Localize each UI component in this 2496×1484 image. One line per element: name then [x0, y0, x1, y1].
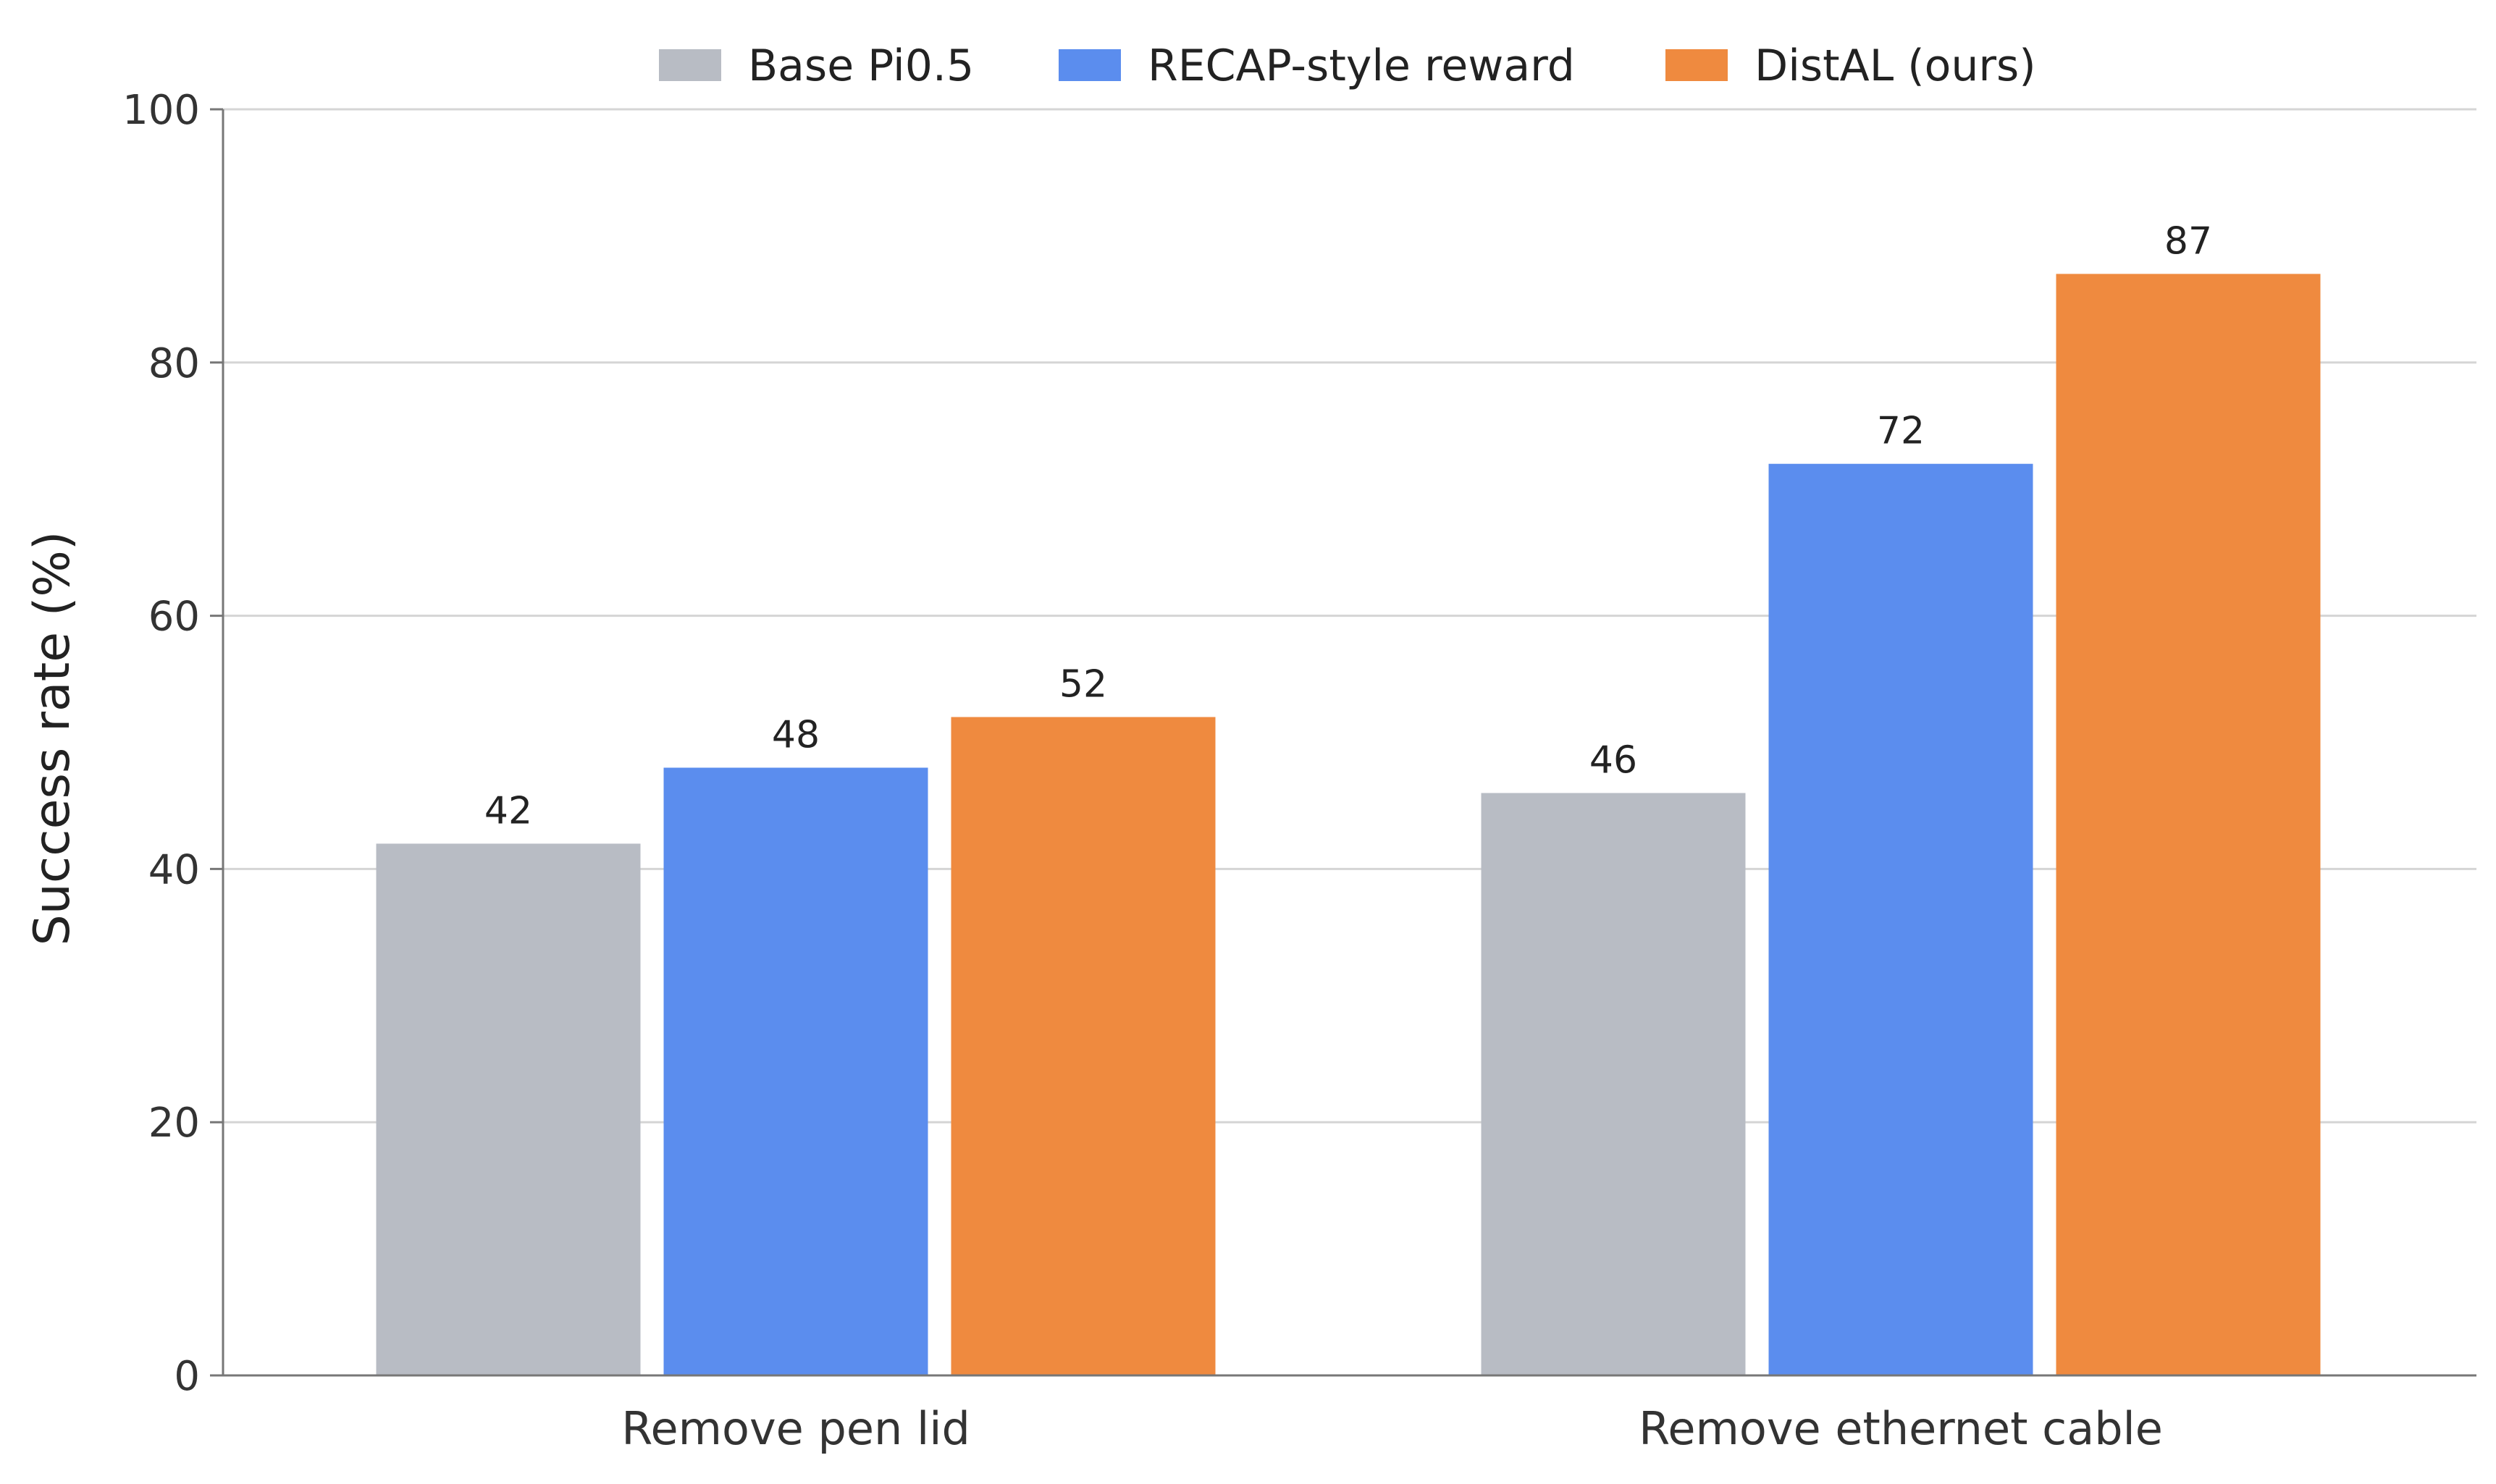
bar-value-label: 46: [1589, 738, 1637, 782]
bars: [376, 274, 2321, 1375]
legend-entry-label: DistAL (ours): [1755, 41, 2036, 91]
legend-swatch: [659, 49, 721, 81]
bar: [1481, 793, 1746, 1375]
bar: [1768, 463, 2033, 1375]
y-axis-label: Success rate (%): [24, 531, 81, 946]
bar: [2056, 274, 2321, 1375]
x-category-label: Remove pen lid: [621, 1402, 970, 1455]
bar-value-label: 72: [1877, 410, 1925, 453]
y-tick-label: 40: [148, 846, 200, 893]
y-tick-label: 60: [148, 594, 200, 641]
bar-value-labels: 42 48 52 46 72 87: [484, 219, 2212, 832]
legend-swatch: [1059, 49, 1121, 81]
bar-value-label: 48: [772, 713, 820, 756]
x-category-label: Remove ethernet cable: [1639, 1402, 2163, 1455]
axes: 0 20 40 60 80 100 Remove pen lid Remove etherne…: [122, 87, 2476, 1455]
bar: [663, 767, 928, 1375]
legend-entry-label: Base Pi0.5: [748, 41, 974, 91]
bar-value-label: 42: [484, 789, 532, 832]
y-tick-label: 20: [148, 1100, 200, 1147]
bar-value-label: 52: [1059, 663, 1107, 707]
legend-entry-label: RECAP-style reward: [1148, 41, 1575, 91]
y-tick-label: 100: [122, 87, 200, 134]
y-tick-label: 0: [174, 1353, 200, 1400]
bar-value-label: 87: [2164, 219, 2212, 263]
bar: [951, 717, 1216, 1375]
bar: [376, 843, 641, 1375]
legend: Base Pi0.5 RECAP-style reward DistAL (ours…: [659, 41, 2036, 91]
y-tick-label: 80: [148, 340, 200, 387]
legend-swatch: [1665, 49, 1728, 81]
